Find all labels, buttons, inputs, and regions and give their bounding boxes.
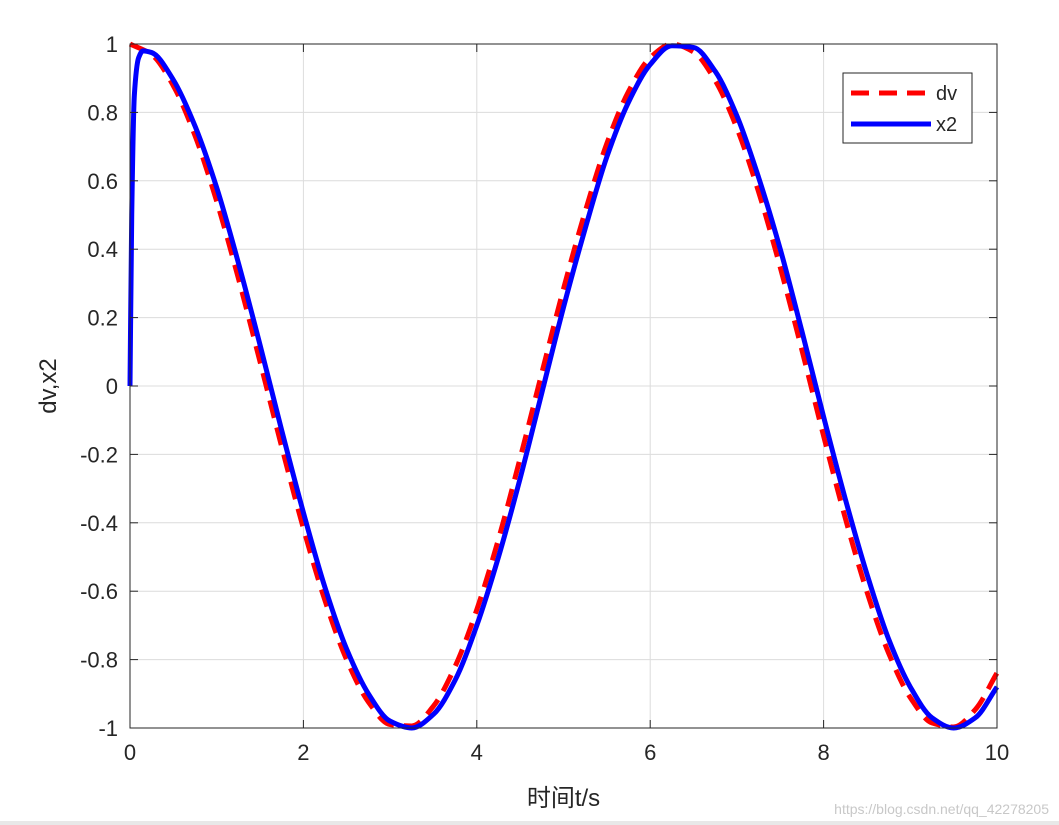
y-axis-label: dv,x2 (35, 358, 62, 414)
watermark: https://blog.csdn.net/qq_42278205 (834, 801, 1049, 817)
legend-label-x2: x2 (936, 114, 957, 136)
y-tick-label: -0.8 (80, 648, 118, 673)
y-tick-label: -0.2 (80, 442, 118, 467)
x-tick-label: 0 (124, 740, 136, 765)
x-tick-label: 2 (297, 740, 309, 765)
y-tick-label: -1 (98, 716, 118, 741)
series-line-x2 (127, 43, 1000, 731)
x-tick-label: 8 (817, 740, 829, 765)
y-tick-label: 0.2 (87, 306, 118, 331)
series-line-dv (128, 41, 1000, 730)
x-tick-label: 6 (644, 740, 656, 765)
y-tick-label: 0.6 (87, 169, 118, 194)
x-axis-label: 时间t/s (527, 785, 600, 812)
axis-ticks (129, 43, 998, 729)
y-tick-label: 0.8 (87, 100, 118, 125)
x-tick-label: 10 (985, 740, 1009, 765)
legend-label-dv: dv (936, 83, 957, 105)
y-tick-label: -0.6 (80, 579, 118, 604)
y-tick-label: 0.4 (87, 237, 118, 262)
tick-labels: 0 2 4 6 8 10 -1 -0.8 -0.6 -0.4 -0.2 0 0.2 0.4 0.6 0.8 1 (80, 32, 1009, 765)
series-layer (127, 41, 1000, 731)
x-tick-label: 4 (471, 740, 483, 765)
y-tick-label: 0 (106, 374, 118, 399)
y-tick-label: 1 (106, 32, 118, 57)
legend: dv x2 (842, 72, 973, 144)
legend-box (842, 72, 973, 144)
y-tick-label: -0.4 (80, 511, 118, 536)
bottom-strip (0, 821, 1059, 825)
